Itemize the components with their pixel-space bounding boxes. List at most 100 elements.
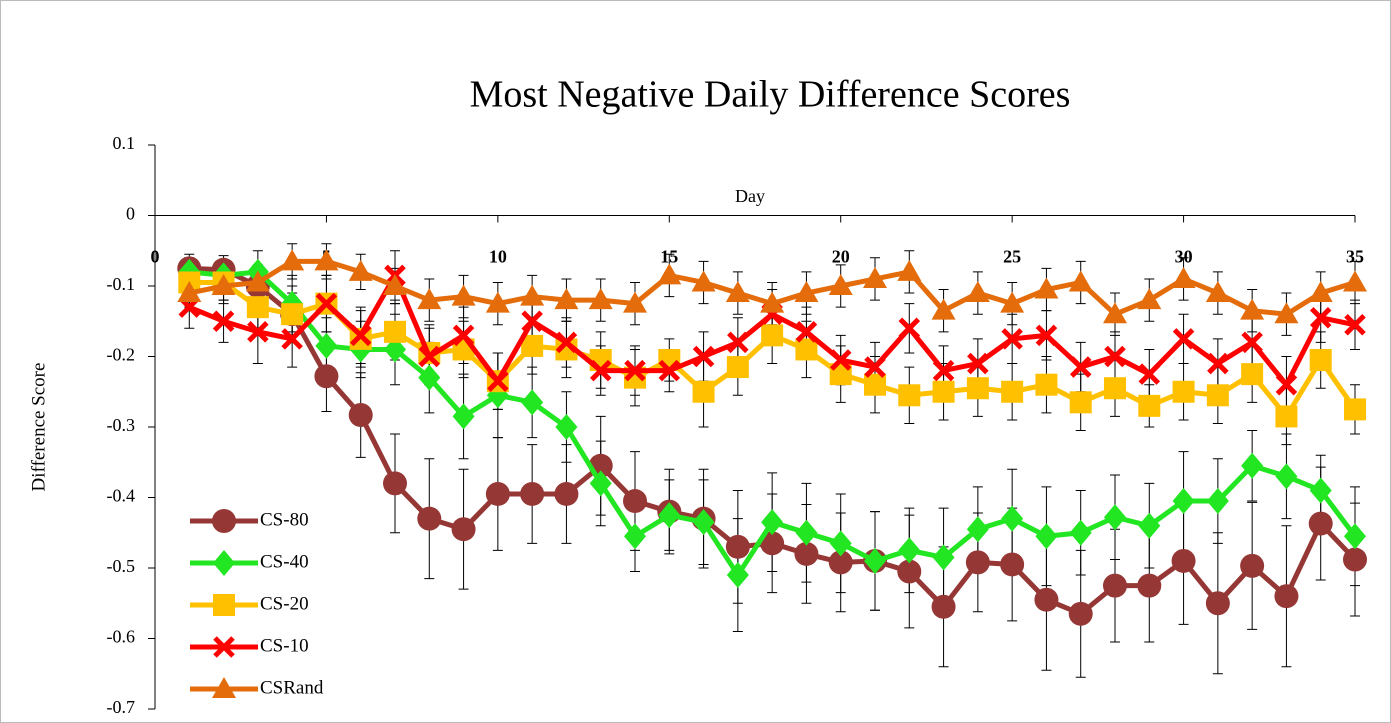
data-point xyxy=(1274,584,1299,609)
data-point xyxy=(1103,302,1127,324)
data-point xyxy=(1275,463,1298,490)
data-point xyxy=(1240,298,1265,320)
data-point xyxy=(1241,331,1263,354)
legend-marker xyxy=(213,550,235,576)
data-point xyxy=(1138,363,1161,385)
data-point xyxy=(658,502,681,529)
data-point xyxy=(932,544,955,571)
data-point xyxy=(1172,328,1195,350)
data-point xyxy=(1172,488,1195,515)
x-tick-label: 0 xyxy=(151,247,160,267)
y-tick-label: 0.1 xyxy=(113,133,136,153)
data-point xyxy=(1309,477,1332,504)
data-point xyxy=(623,291,647,313)
data-point xyxy=(417,288,442,310)
data-point xyxy=(1104,504,1126,531)
data-point xyxy=(966,377,989,400)
data-point xyxy=(1103,573,1127,598)
data-point xyxy=(1343,547,1367,572)
data-point xyxy=(795,321,818,343)
data-point xyxy=(1104,377,1126,400)
data-point xyxy=(624,523,646,550)
data-point xyxy=(657,263,682,285)
data-point xyxy=(418,364,441,391)
data-point xyxy=(795,338,818,361)
data-point xyxy=(588,288,613,310)
data-point xyxy=(967,352,989,375)
legend-label: CS-20 xyxy=(260,593,309,614)
legend-marker xyxy=(213,594,235,616)
data-point xyxy=(897,559,922,584)
y-tick-label: -0.7 xyxy=(107,697,136,717)
legend-marker xyxy=(212,509,236,533)
data-point xyxy=(624,359,646,382)
data-point xyxy=(1172,380,1195,403)
data-point xyxy=(760,291,785,313)
data-point xyxy=(863,266,887,288)
data-point xyxy=(555,331,578,354)
data-point xyxy=(829,530,852,557)
data-point xyxy=(418,345,441,368)
data-point xyxy=(794,541,819,566)
data-point xyxy=(898,317,921,340)
data-point xyxy=(1171,548,1196,573)
data-point xyxy=(1205,281,1230,303)
data-point xyxy=(658,359,681,382)
legend-marker xyxy=(212,677,236,698)
data-point xyxy=(692,509,715,536)
data-point xyxy=(520,481,545,506)
data-point xyxy=(794,281,819,303)
x-tick-label: 25 xyxy=(1003,247,1021,267)
data-point xyxy=(965,550,990,575)
data-point xyxy=(452,403,475,430)
legend-label: CS-10 xyxy=(260,635,309,656)
data-point xyxy=(1138,512,1161,539)
data-point xyxy=(177,281,202,303)
data-point xyxy=(1308,511,1333,536)
y-tick-label: -0.3 xyxy=(107,415,136,435)
data-point xyxy=(1309,349,1332,372)
chart-title: Most Negative Daily Difference Scores xyxy=(470,74,1071,116)
data-point xyxy=(1137,573,1162,598)
y-tick-label: -0.4 xyxy=(107,486,136,506)
data-point xyxy=(281,328,303,350)
data-point xyxy=(315,292,338,315)
data-point xyxy=(898,537,921,564)
data-point xyxy=(520,284,545,306)
data-point xyxy=(1275,405,1298,428)
y-tick-label: 0 xyxy=(126,204,135,224)
data-point xyxy=(795,519,818,546)
data-point xyxy=(1035,324,1058,347)
data-point xyxy=(384,320,406,343)
data-point xyxy=(1344,398,1366,421)
data-point xyxy=(692,345,715,368)
data-point xyxy=(1069,356,1092,378)
data-point xyxy=(897,259,922,281)
legend-label: CS-80 xyxy=(260,509,309,530)
data-point xyxy=(966,516,989,543)
data-point xyxy=(1137,288,1162,310)
data-point xyxy=(211,274,236,295)
data-point xyxy=(692,380,715,403)
data-point xyxy=(314,249,339,271)
data-point xyxy=(1035,523,1058,550)
data-point xyxy=(245,270,270,292)
data-point xyxy=(1241,363,1264,386)
data-point xyxy=(931,594,956,619)
data-point xyxy=(725,534,750,559)
data-point xyxy=(1001,380,1024,403)
data-point xyxy=(521,334,544,357)
data-point xyxy=(349,324,372,347)
y-tick-label: -0.2 xyxy=(107,345,136,365)
data-point xyxy=(1206,488,1229,515)
legend-label: CS-40 xyxy=(260,551,309,572)
data-point xyxy=(725,281,750,303)
data-point xyxy=(383,471,407,496)
data-point xyxy=(1104,345,1126,368)
y-tick-label: -0.1 xyxy=(107,274,136,294)
data-point xyxy=(1207,352,1229,375)
y-tick-label: -0.6 xyxy=(107,627,136,647)
data-point xyxy=(1309,306,1332,329)
data-point xyxy=(555,414,578,440)
